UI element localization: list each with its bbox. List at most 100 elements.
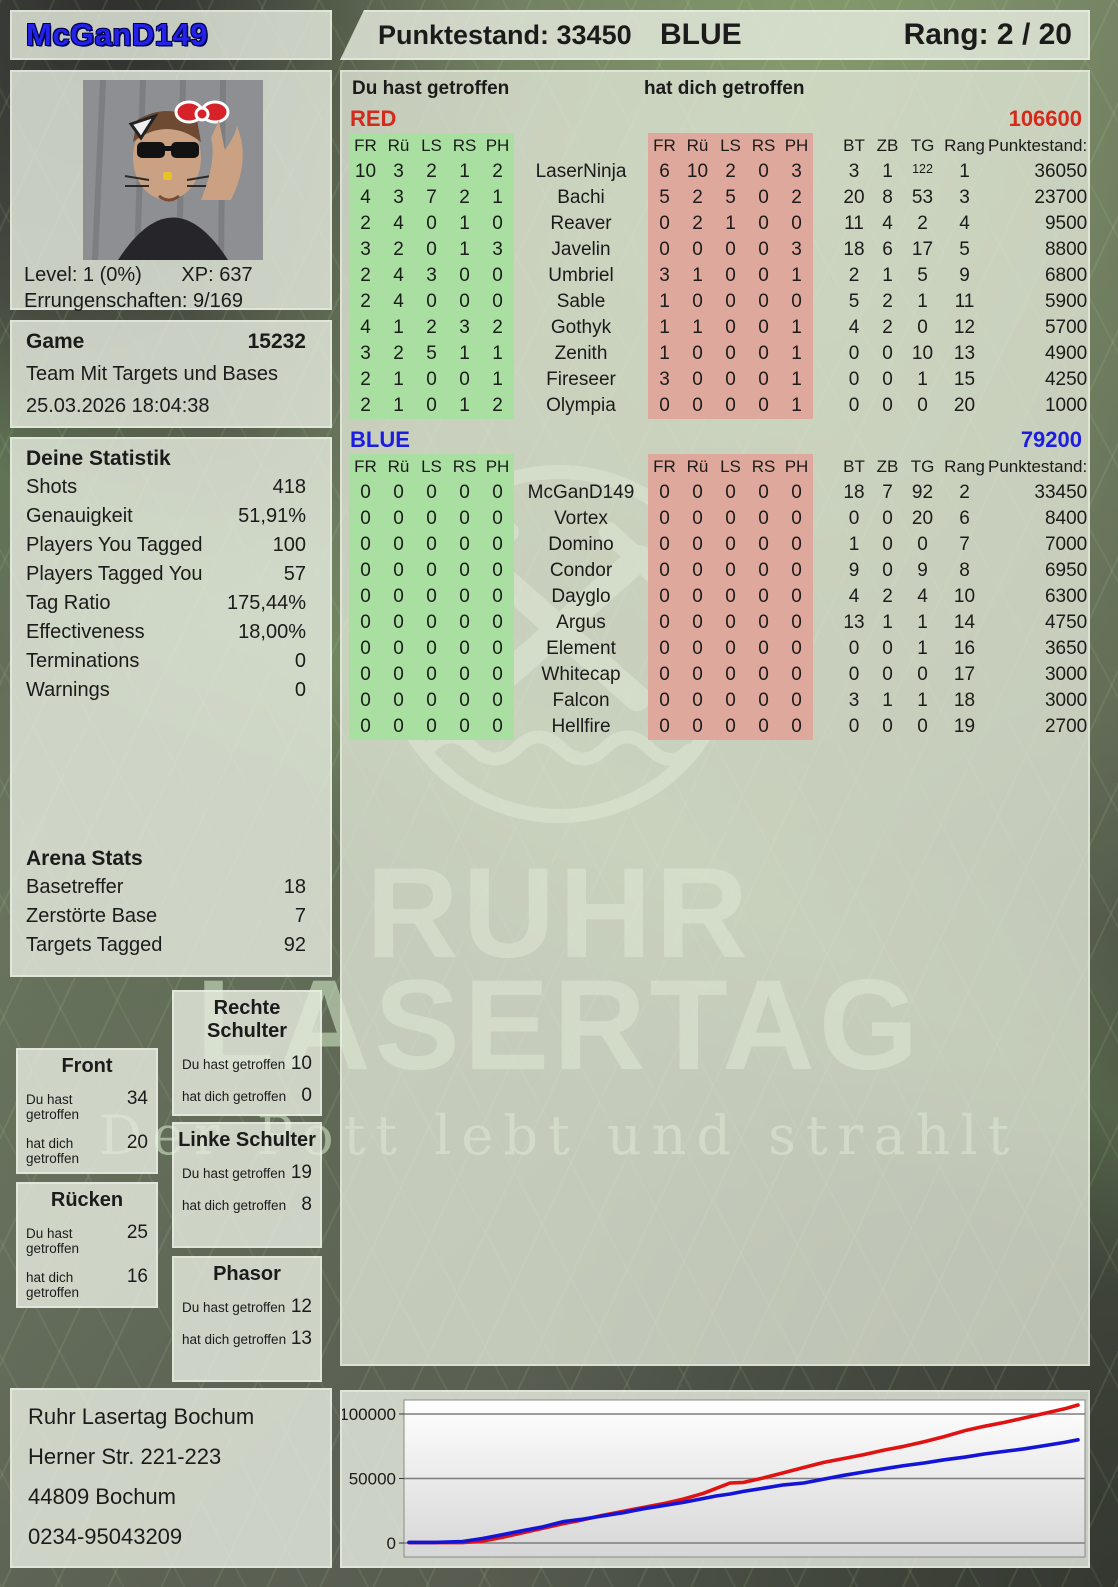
stat-label: Players You Tagged <box>26 534 203 556</box>
spacer <box>813 211 837 237</box>
hits-given-cell: 1 <box>448 211 481 237</box>
player-photo-panel: Level: 1 (0%) XP: 637 Errungenschaften: … <box>10 70 332 312</box>
hits-given-cell: 1 <box>448 393 481 419</box>
hits-taken-cell: 0 <box>747 185 780 211</box>
venue-phone: 0234-95043209 <box>28 1524 183 1549</box>
hit-col-header: PH <box>780 454 813 480</box>
hits-given-cell: 0 <box>415 237 448 263</box>
rang-cell: 17 <box>953 664 976 685</box>
hits-taken-cell: 1 <box>780 315 813 341</box>
hits-given-cell: 0 <box>481 289 514 315</box>
hits-taken-cell: 3 <box>780 237 813 263</box>
hits-given-cell: 0 <box>415 506 448 532</box>
arena-stats-rows: Basetreffer 18 Zerstörte Base 7 Targets Tagg… <box>12 873 330 960</box>
hits-given-cell: 0 <box>481 532 514 558</box>
hits-given-cell: 0 <box>382 558 415 584</box>
hits-given-cell: 0 <box>382 480 415 506</box>
hits-taken-cell: 0 <box>714 341 747 367</box>
punktestand-cell: 5700 <box>1044 317 1088 338</box>
hits-given-cell: 2 <box>448 185 481 211</box>
tg-cell: 9 <box>917 560 928 581</box>
hits-given-cell: 0 <box>448 506 481 532</box>
hits-given-cell: 0 <box>448 558 481 584</box>
stat-value: 0 <box>294 679 306 701</box>
stat-label: Targets Tagged <box>26 934 163 956</box>
hits-given-cell: 2 <box>481 159 514 185</box>
tg-cell: 1 <box>917 291 928 312</box>
hits-given-cell: 0 <box>415 289 448 315</box>
rang-cell: 15 <box>953 369 976 390</box>
hits-given-cell: 0 <box>382 662 415 688</box>
hits-given-cell: 0 <box>448 610 481 636</box>
stat-label: Warnings <box>26 679 110 701</box>
hits-taken-cell: 0 <box>714 532 747 558</box>
hits-given-cell: 0 <box>481 610 514 636</box>
hits-taken-cell: 0 <box>648 584 681 610</box>
hits-given-cell: 0 <box>415 688 448 714</box>
hits-taken-cell: 0 <box>648 714 681 740</box>
zb-cell: 6 <box>882 239 893 260</box>
tg-cell: 10 <box>911 343 934 364</box>
zb-cell: 0 <box>882 638 893 659</box>
spacer <box>813 367 837 393</box>
hits-taken-cell: 0 <box>681 558 714 584</box>
player-name-cell: Bachi <box>557 187 605 208</box>
zb-cell: 2 <box>882 586 893 607</box>
spacer <box>813 714 837 740</box>
hits-taken-cell: 1 <box>780 367 813 393</box>
rang-cell: 1 <box>959 161 970 182</box>
rang-cell: 14 <box>953 612 976 633</box>
hits-taken-cell: 0 <box>648 688 681 714</box>
zone-dich-label: hat dich getroffen <box>26 1270 80 1300</box>
hits-taken-cell: 0 <box>747 584 780 610</box>
spacer <box>813 584 837 610</box>
hit-col-header: PH <box>481 454 514 480</box>
spacer <box>813 454 837 480</box>
spacer <box>813 159 837 185</box>
hits-given-cell: 0 <box>415 610 448 636</box>
spacer <box>813 393 837 419</box>
hits-given-cell: 0 <box>448 584 481 610</box>
zone-panel-linke-schulter: Linke Schulter Du hast getroffen 19 hat d… <box>172 1122 322 1248</box>
stat-row: Players You Tagged 100 <box>12 531 330 560</box>
hits-taken-cell: 0 <box>780 688 813 714</box>
hits-given-cell: 0 <box>415 584 448 610</box>
zb-cell: 1 <box>882 161 893 182</box>
punktestand-cell: 9500 <box>1044 213 1088 234</box>
hits-given-cell: 0 <box>349 506 382 532</box>
hits-taken-cell: 0 <box>780 289 813 315</box>
hits-taken-cell: 1 <box>648 315 681 341</box>
hits-taken-cell: 0 <box>648 506 681 532</box>
hits-taken-cell: 1 <box>648 341 681 367</box>
arena-stat-row: Targets Tagged 92 <box>12 931 330 960</box>
hit-col-header: LS <box>415 454 448 480</box>
hits-taken-cell: 0 <box>780 480 813 506</box>
hits-taken-cell: 0 <box>681 289 714 315</box>
hits-given-cell: 4 <box>382 211 415 237</box>
hits-taken-cell: 0 <box>780 610 813 636</box>
y-axis-label: 100000 <box>342 1405 396 1424</box>
spacer <box>813 688 837 714</box>
hits-given-cell: 0 <box>415 636 448 662</box>
du-hast-getroffen-header: Du hast getroffen <box>352 78 510 99</box>
bt-cell: 9 <box>848 560 860 581</box>
hit-col-header: LS <box>714 454 747 480</box>
hits-given-cell: 0 <box>415 367 448 393</box>
player-photo <box>83 80 263 260</box>
zb-cell: 0 <box>882 369 893 390</box>
zone-panel-phasor: Phasor Du hast getroffen 12 hat dich getr… <box>172 1256 322 1382</box>
hit-col-header: FR <box>349 454 382 480</box>
hits-taken-cell: 0 <box>780 584 813 610</box>
zone-title: Rechte Schulter <box>206 997 288 1042</box>
hits-taken-cell: 0 <box>714 480 747 506</box>
hits-taken-cell: 6 <box>648 159 681 185</box>
rang-col-header: Rang <box>944 457 985 476</box>
hits-taken-cell: 0 <box>714 610 747 636</box>
bt-cell: 2 <box>848 265 860 286</box>
rang-cell: 2 <box>959 482 970 503</box>
hits-taken-cell: 3 <box>648 263 681 289</box>
tg-cell: 53 <box>911 187 934 208</box>
rang-cell: 5 <box>959 239 970 260</box>
player-name-cell: Reaver <box>550 213 612 234</box>
player-name: McGanD149 <box>26 17 208 52</box>
